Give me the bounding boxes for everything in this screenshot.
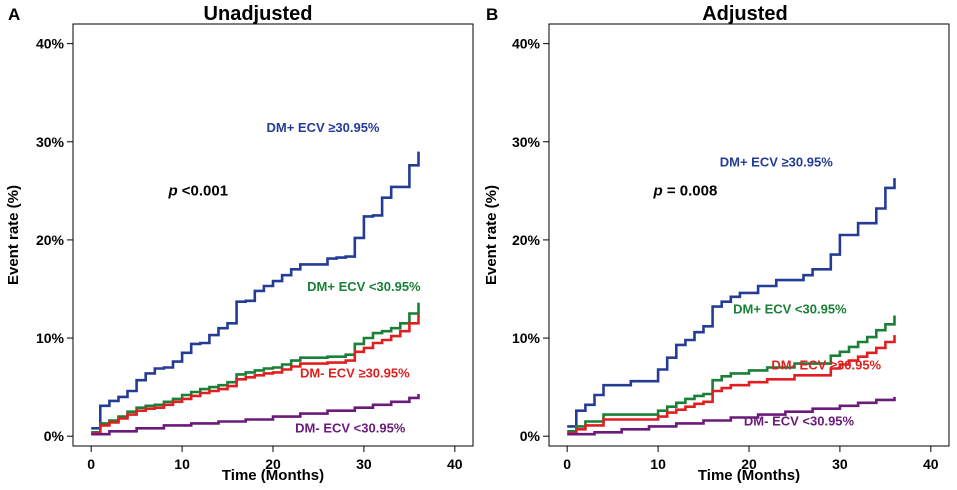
x-tick-label: 30 (356, 456, 372, 472)
x-tick-label: 20 (265, 456, 281, 472)
series-line-4 (91, 394, 420, 436)
y-tick-label: 30% (36, 134, 65, 150)
series-line-2 (567, 315, 896, 433)
panel-b: B Adjusted 0 10 20 30 40 0% 10% 20% 30% 40% Time (Mo… (483, 3, 950, 484)
chart-title: Adjusted (702, 3, 788, 25)
y-axis-label: Event rate (%) (483, 185, 500, 285)
series-line-3 (567, 335, 896, 435)
series-line-1 (567, 178, 896, 428)
y-axis-label: Event rate (%) (5, 185, 22, 285)
p-value-annotation: p <0.001 (167, 183, 228, 200)
p-value-annotation: p = 0.008 (653, 183, 718, 200)
x-tick-label: 40 (447, 456, 463, 472)
x-tick-label: 0 (563, 456, 571, 472)
y-tick-label: 10% (512, 330, 541, 346)
x-tick-label: 30 (832, 456, 848, 472)
panel-label: B (486, 5, 498, 24)
series-line-4 (567, 396, 896, 436)
panel-a: A Unadjusted 0 10 20 30 40 0% 10% 20% 30% 40% Time (… (5, 3, 474, 484)
series-label: DM+ ECV ≥30.95% (267, 120, 380, 135)
panel-label: A (8, 5, 20, 24)
x-tick-label: 10 (174, 456, 190, 472)
p-symbol: p (167, 183, 177, 200)
y-tick-label: 10% (36, 330, 65, 346)
series-label: DM+ ECV <30.95% (733, 302, 847, 317)
y-tick-label: 40% (512, 36, 541, 52)
series-label: DM+ ECV ≥30.95% (720, 154, 833, 169)
y-tick-label: 20% (36, 232, 65, 248)
p-symbol: p (653, 183, 663, 200)
series-label: DM- ECV ≥30.95% (300, 365, 410, 380)
p-value-text: <0.001 (178, 183, 228, 200)
y-tick-label: 0% (520, 428, 541, 444)
y-tick-label: 20% (512, 232, 541, 248)
x-tick-label: 40 (923, 456, 939, 472)
x-axis-label: Time (Months) (222, 467, 324, 484)
y-tick-label: 30% (512, 134, 541, 150)
p-value-text: = 0.008 (663, 183, 718, 200)
chart-title: Unadjusted (204, 3, 313, 25)
x-tick-label: 20 (741, 456, 757, 472)
series-line-3 (91, 314, 420, 435)
series-label: DM+ ECV <30.95% (307, 279, 421, 294)
series-label: DM- ECV ≥30.95% (771, 357, 881, 372)
x-tick-label: 10 (650, 456, 666, 472)
plot-frame (72, 23, 474, 447)
series-label: DM- ECV <30.95% (295, 420, 406, 435)
series-line-1 (91, 151, 420, 430)
y-tick-label: 0% (44, 428, 65, 444)
series-label: DM- ECV <30.95% (744, 413, 855, 428)
x-tick-label: 0 (87, 456, 95, 472)
x-axis-label: Time (Months) (698, 467, 800, 484)
y-tick-label: 40% (36, 36, 65, 52)
